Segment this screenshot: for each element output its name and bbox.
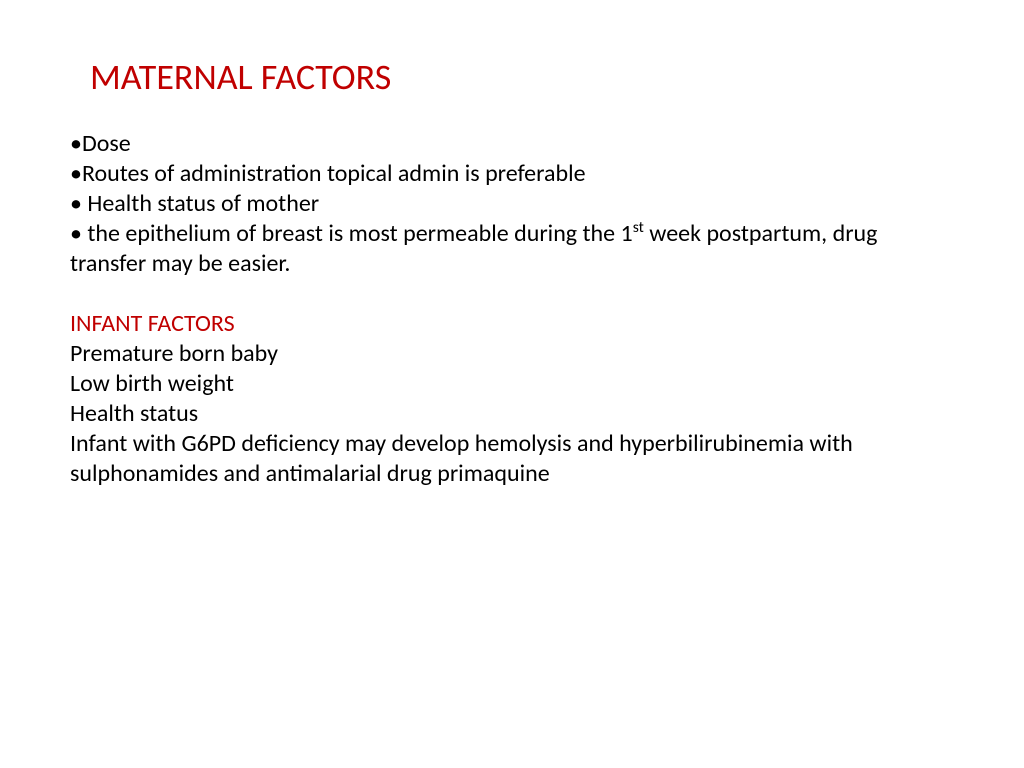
bullet-item: •Routes of administration topical admin … [70, 159, 954, 189]
slide-body: •Dose •Routes of administration topical … [70, 129, 954, 489]
bullet-dot-icon: • [70, 189, 82, 218]
bullet-item: • Health status of mother [70, 189, 954, 219]
bullet-item: •Dose [70, 129, 954, 159]
slide-title: MATERNAL FACTORS [90, 55, 954, 99]
bullet-dot-icon: • [70, 129, 82, 158]
bullet-text: Dose [82, 129, 131, 158]
bullet-text: Routes of administration topical admin i… [82, 159, 586, 188]
bullet-text-prefix: the epithelium of breast is most permeab… [82, 219, 633, 248]
bullet-item: • the epithelium of breast is most perme… [70, 219, 954, 279]
bullet-text: Health status of mother [82, 189, 319, 218]
slide: MATERNAL FACTORS •Dose •Routes of admini… [0, 0, 1024, 489]
infant-line: Low birth weight [70, 369, 954, 399]
superscript: st [633, 218, 644, 237]
bullet-dot-icon: • [70, 159, 82, 188]
infant-heading: INFANT FACTORS [70, 309, 954, 339]
infant-line: Infant with G6PD deficiency may develop … [70, 429, 954, 489]
infant-line: Premature born baby [70, 339, 954, 369]
infant-line: Health status [70, 399, 954, 429]
bullet-dot-icon: • [70, 219, 82, 248]
